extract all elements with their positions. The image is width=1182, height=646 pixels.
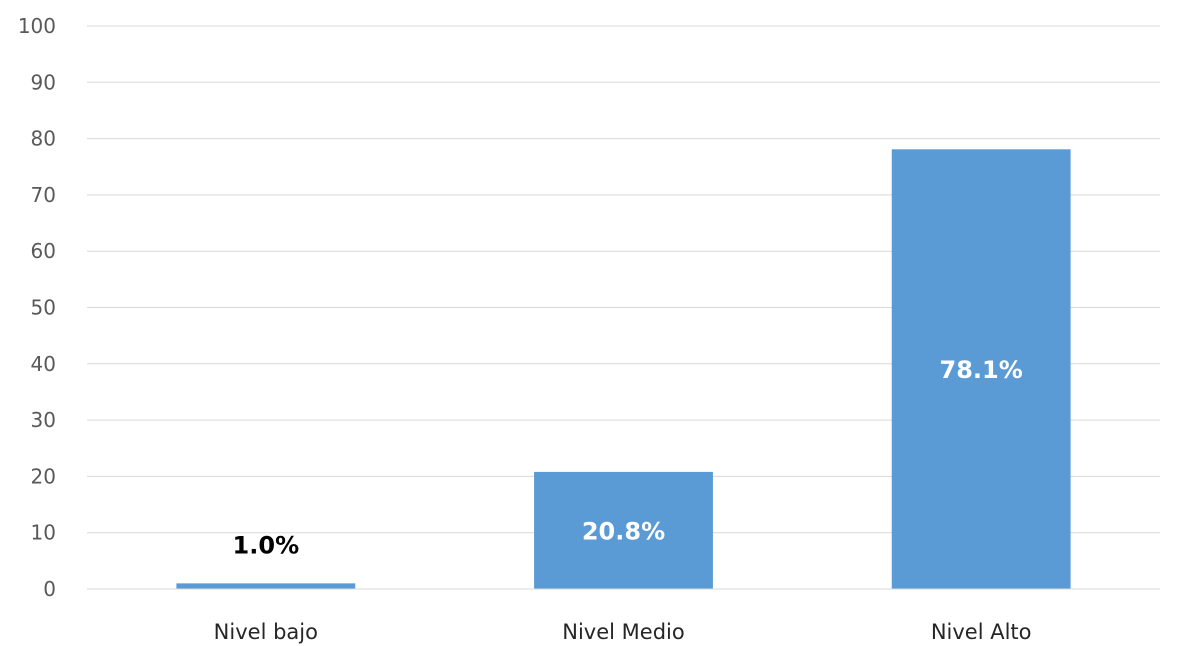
y-tick-label: 20 [31, 464, 56, 488]
x-category-label: Nivel bajo [214, 620, 318, 644]
y-axis: 0 10 20 30 40 50 60 70 80 90 100 [18, 14, 56, 601]
data-label: 78.1% [940, 356, 1023, 384]
y-tick-label: 70 [31, 183, 56, 207]
y-tick-label: 40 [31, 352, 56, 376]
x-category-label: Nivel Medio [562, 620, 684, 644]
data-label: 1.0% [233, 531, 300, 559]
x-axis: Nivel bajo Nivel Medio Nivel Alto [87, 588, 1160, 644]
data-label: 20.8% [582, 517, 665, 545]
y-tick-label: 100 [18, 14, 56, 38]
y-tick-label: 80 [31, 127, 56, 151]
bar-nivel-bajo [176, 583, 356, 589]
bar-nivel-alto [891, 149, 1071, 589]
bar-nivel-medio [534, 471, 713, 589]
y-tick-label: 50 [31, 296, 56, 320]
bars [176, 149, 1071, 589]
y-tick-label: 0 [43, 577, 56, 601]
x-category-label: Nivel Alto [931, 620, 1032, 644]
gridlines [87, 25, 1160, 590]
y-tick-label: 30 [31, 408, 56, 432]
y-tick-label: 90 [31, 70, 56, 94]
data-labels: 1.0% 20.8% 78.1% [233, 356, 1023, 559]
y-tick-label: 60 [31, 239, 56, 263]
y-tick-label: 10 [31, 521, 56, 545]
